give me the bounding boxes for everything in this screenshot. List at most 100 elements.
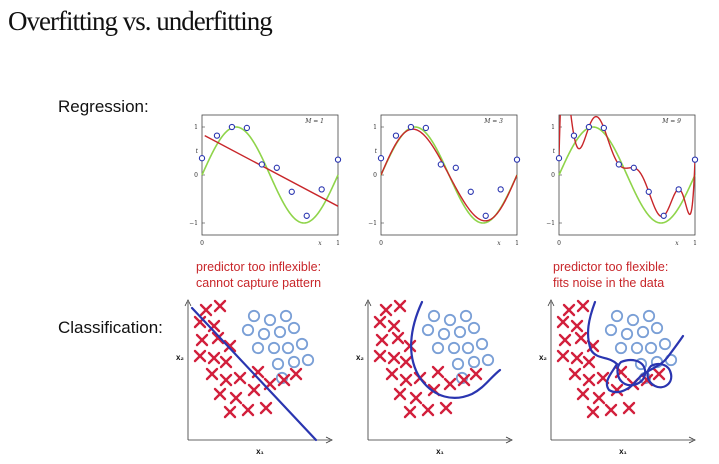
class-circle-marker <box>481 353 495 367</box>
data-point <box>513 156 521 163</box>
y-axis-arrow <box>184 299 192 307</box>
class-circle-marker <box>295 337 309 351</box>
class-circle-marker <box>658 337 672 351</box>
data-point <box>600 124 608 132</box>
classification-plot-underfit: x₁ x₂ <box>176 299 333 456</box>
class-cross-marker <box>375 333 389 347</box>
regression-plot-m1: 1 0 −1 t 0 1 x M = 1 <box>189 114 342 247</box>
true-function-curve <box>201 126 339 224</box>
data-point <box>334 156 342 163</box>
class-cross-marker <box>193 315 207 329</box>
y-axis-arrow <box>364 299 372 307</box>
regression-row-label: Regression: <box>58 97 149 116</box>
class-cross-marker <box>213 387 227 401</box>
class-cross-marker <box>399 355 413 369</box>
x-axis-label: x₁ <box>256 447 264 456</box>
page-title: Overfitting vs. underfitting <box>8 6 273 36</box>
data-point <box>691 156 699 163</box>
x-axis-arrow <box>505 436 513 444</box>
class-circle-marker <box>451 357 465 371</box>
data-point <box>497 186 504 193</box>
y-tick-label: −1 <box>546 220 555 227</box>
data-point <box>273 164 280 171</box>
class-cross-marker <box>199 303 213 317</box>
class-circle-marker <box>630 341 644 355</box>
class-circle-marker <box>447 341 461 355</box>
class-circle-marker <box>634 357 648 371</box>
data-point <box>198 155 206 162</box>
class-cross-marker <box>393 299 407 313</box>
class-cross-marker <box>259 401 273 415</box>
true-function-curve <box>558 126 696 224</box>
data-point <box>213 132 221 139</box>
class-cross-marker <box>556 349 570 363</box>
class-cross-marker <box>379 303 393 317</box>
data-point <box>585 123 593 131</box>
class-cross-marker <box>233 371 247 385</box>
y-tick-label: −1 <box>368 220 377 227</box>
class-circle-marker <box>614 341 628 355</box>
y-tick-label: 1 <box>551 124 555 131</box>
class-circle-marker <box>642 309 656 323</box>
data-point <box>482 212 489 219</box>
class-cross-marker <box>582 355 596 369</box>
class-circle-marker <box>467 321 481 335</box>
overfit-caption: predictor too flexible: fits noise in th… <box>553 259 668 291</box>
class-circle-marker <box>626 313 640 327</box>
class-circle-marker <box>650 321 664 335</box>
class-cross-marker <box>592 391 606 405</box>
class-cross-marker <box>568 367 582 381</box>
class-circle-marker <box>453 325 467 339</box>
class-cross-marker <box>277 373 291 387</box>
class-cross-marker <box>610 383 624 397</box>
classification-row-label: Classification: <box>58 318 163 337</box>
y-axis-label: x₂ <box>356 353 364 362</box>
classification-plot-overfit: x₁ x₂ <box>539 299 696 456</box>
class-circle-marker <box>427 309 441 323</box>
y-axis-label: t <box>553 148 556 155</box>
class-cross-marker <box>574 331 588 345</box>
class-cross-marker <box>558 333 572 347</box>
classification-plot-good-fit: x₁ x₂ <box>356 299 513 456</box>
class-circle-marker <box>467 355 481 369</box>
class-cross-marker <box>385 367 399 381</box>
class-cross-marker <box>586 405 600 419</box>
class-cross-marker <box>373 315 387 329</box>
y-axis-label: t <box>375 148 378 155</box>
class-cross-marker <box>373 349 387 363</box>
class-cross-marker <box>421 403 435 417</box>
class-cross-marker <box>391 331 405 345</box>
class-circle-marker <box>604 323 618 337</box>
data-point <box>452 164 459 171</box>
x-tick-label: 1 <box>515 240 519 247</box>
class-circle-marker <box>267 341 281 355</box>
x-axis-label: x <box>497 240 501 247</box>
class-cross-marker <box>582 373 596 387</box>
class-cross-marker <box>223 339 237 353</box>
data-point <box>555 155 563 162</box>
class-circle-marker <box>443 313 457 327</box>
decision-boundary <box>646 363 673 389</box>
y-axis-label: x₂ <box>539 353 547 362</box>
x-tick-label: 0 <box>200 240 204 247</box>
y-tick-label: 0 <box>373 172 377 179</box>
data-point <box>675 186 682 193</box>
class-cross-marker <box>211 331 225 345</box>
x-axis-arrow <box>325 436 333 444</box>
class-cross-marker <box>229 391 243 405</box>
data-point <box>228 123 236 131</box>
x-axis-label: x₁ <box>619 447 627 456</box>
class-cross-marker <box>604 403 618 417</box>
y-tick-label: 0 <box>194 172 198 179</box>
class-circle-marker <box>301 353 315 367</box>
class-cross-marker <box>247 383 261 397</box>
class-circle-marker <box>437 327 451 341</box>
class-cross-marker <box>576 387 590 401</box>
class-cross-marker <box>403 405 417 419</box>
y-tick-label: −1 <box>189 220 198 227</box>
regression-plot-m3: 1 0 −1 t 0 1 x M = 3 <box>368 114 521 247</box>
class-cross-marker <box>393 387 407 401</box>
data-point <box>243 124 251 132</box>
class-circle-marker <box>644 341 658 355</box>
class-cross-marker <box>556 315 570 329</box>
